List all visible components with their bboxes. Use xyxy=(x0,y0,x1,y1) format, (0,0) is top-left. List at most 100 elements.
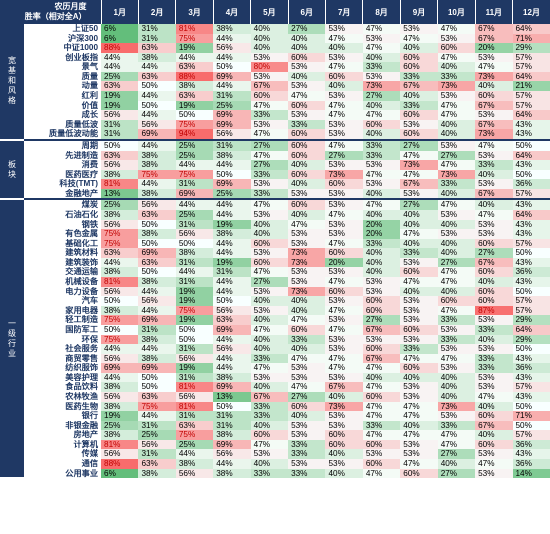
row-label: 景气 xyxy=(24,62,102,72)
win-rate-cell: 60% xyxy=(475,267,513,278)
win-rate-cell: 53% xyxy=(250,286,289,297)
win-rate-cell: 40% xyxy=(437,382,476,392)
win-rate-cell: 47% xyxy=(362,24,401,34)
win-rate-cell: 47% xyxy=(250,439,289,450)
win-rate-cell: 40% xyxy=(250,229,289,239)
win-rate-cell: 44% xyxy=(101,257,139,268)
win-rate-cell: 53% xyxy=(362,179,401,189)
table-row: 创业板指 44% 38% 44% 44% 53% 60% 53% 40% 60% 47% 53% 57% xyxy=(0,52,550,63)
win-rate-cell: 47% xyxy=(437,160,476,170)
win-rate-cell: 60% xyxy=(400,62,438,72)
win-rate-cell: 60% xyxy=(288,150,326,161)
win-rate-cell: 47% xyxy=(400,401,438,412)
win-rate-cell: 38% xyxy=(101,305,139,316)
win-rate-cell: 40% xyxy=(437,238,476,249)
win-rate-cell: 60% xyxy=(288,324,326,335)
win-rate-cell: 33% xyxy=(437,334,476,345)
win-rate-cell: 53% xyxy=(362,160,401,170)
win-rate-cell: 47% xyxy=(325,33,363,44)
win-rate-cell: 31% xyxy=(213,91,251,101)
table-row: 商贸零售 56% 38% 56% 44% 33% 47% 47% 67% 47% 47% 33% 43% xyxy=(0,353,550,364)
win-rate-cell: 31% xyxy=(213,411,251,421)
win-rate-cell: 53% xyxy=(288,430,326,440)
win-rate-cell: 40% xyxy=(400,91,438,101)
win-rate-cell: 47% xyxy=(325,139,363,151)
win-rate-cell: 31% xyxy=(175,277,214,287)
win-rate-cell: 40% xyxy=(475,401,513,412)
win-rate-cell: 56% xyxy=(213,344,251,354)
win-rate-cell: 38% xyxy=(138,353,176,364)
table-title: 农历月度 胜率（相对全A） xyxy=(0,0,102,24)
win-rate-cell: 47% xyxy=(437,277,476,287)
month-header: 11月 xyxy=(474,0,513,24)
win-rate-cell: 60% xyxy=(325,439,363,450)
win-rate-cell: 44% xyxy=(213,33,251,44)
win-rate-cell: 53% xyxy=(288,277,326,287)
win-rate-cell: 40% xyxy=(475,199,513,210)
row-label: 有色金属 xyxy=(24,229,102,239)
win-rate-cell: 40% xyxy=(400,372,438,383)
win-rate-cell: 53% xyxy=(288,459,326,469)
win-rate-cell: 31% xyxy=(175,257,214,268)
win-rate-cell: 33% xyxy=(400,100,438,111)
win-rate-cell: 67% xyxy=(475,420,513,431)
win-rate-cell: 27% xyxy=(362,91,401,101)
row-label: 交通运输 xyxy=(24,267,102,278)
win-rate-cell: 50% xyxy=(512,401,550,412)
win-rate-cell: 40% xyxy=(475,81,513,92)
win-rate-cell: 60% xyxy=(475,411,513,421)
win-rate-cell: 40% xyxy=(437,286,476,297)
month-header: 6月 xyxy=(287,0,326,24)
table-row: 建筑材料 63% 69% 38% 44% 53% 73% 60% 40% 33% 40% 27% 50% xyxy=(0,248,550,258)
win-rate-cell: 31% xyxy=(175,411,214,421)
win-rate-cell: 53% xyxy=(362,334,401,345)
win-rate-cell: 60% xyxy=(475,238,513,249)
win-rate-cell: 64% xyxy=(512,71,550,82)
table-row: 环保 75% 38% 50% 44% 40% 33% 53% 53% 53% 33% 40% 29% xyxy=(0,334,550,345)
win-rate-cell: 57% xyxy=(512,52,550,63)
row-label: 家用电器 xyxy=(24,305,102,316)
win-rate-cell: 33% xyxy=(288,119,326,130)
row-label: 银行 xyxy=(24,411,102,421)
row-label: 医药医疗 xyxy=(24,169,102,180)
win-rate-cell: 25% xyxy=(175,139,214,151)
win-rate-cell: 44% xyxy=(138,411,176,421)
win-rate-cell: 20% xyxy=(475,43,513,53)
win-rate-cell: 53% xyxy=(475,315,513,325)
win-rate-cell: 53% xyxy=(437,209,476,220)
win-rate-cell: 94% xyxy=(175,129,214,141)
win-rate-cell: 60% xyxy=(437,43,476,53)
win-rate-cell: 53% xyxy=(362,286,401,297)
win-rate-cell: 53% xyxy=(400,449,438,460)
win-rate-cell: 75% xyxy=(101,334,139,345)
win-rate-cell: 40% xyxy=(400,43,438,53)
win-rate-cell: 60% xyxy=(288,139,326,151)
win-rate-cell: 69% xyxy=(213,382,251,392)
win-rate-cell: 31% xyxy=(138,420,176,431)
win-rate-cell: 31% xyxy=(213,139,251,151)
win-rate-cell: 40% xyxy=(400,286,438,297)
win-rate-cell: 53% xyxy=(250,71,289,82)
win-rate-cell: 75% xyxy=(175,305,214,316)
win-rate-cell: 50% xyxy=(138,81,176,92)
win-rate-cell: 33% xyxy=(437,179,476,189)
win-rate-cell: 40% xyxy=(325,391,363,402)
win-rate-cell: 60% xyxy=(400,363,438,373)
win-rate-cell: 29% xyxy=(512,43,550,53)
win-rate-cell: 38% xyxy=(101,382,139,392)
win-rate-cell: 44% xyxy=(138,110,176,120)
win-rate-cell: 40% xyxy=(362,52,401,63)
win-rate-cell: 13% xyxy=(213,391,251,402)
win-rate-cell: 44% xyxy=(138,91,176,101)
win-rate-cell: 50% xyxy=(175,324,214,335)
win-rate-cell: 50% xyxy=(512,169,550,180)
win-rate-cell: 20% xyxy=(362,219,401,230)
row-label: 国防军工 xyxy=(24,324,102,335)
win-rate-cell: 31% xyxy=(175,372,214,383)
win-rate-cell: 53% xyxy=(437,91,476,101)
win-rate-cell: 38% xyxy=(138,229,176,239)
win-rate-cell: 73% xyxy=(437,401,476,412)
win-rate-cell: 57% xyxy=(512,382,550,392)
win-rate-cell: 63% xyxy=(175,91,214,101)
win-rate-cell: 47% xyxy=(288,382,326,392)
